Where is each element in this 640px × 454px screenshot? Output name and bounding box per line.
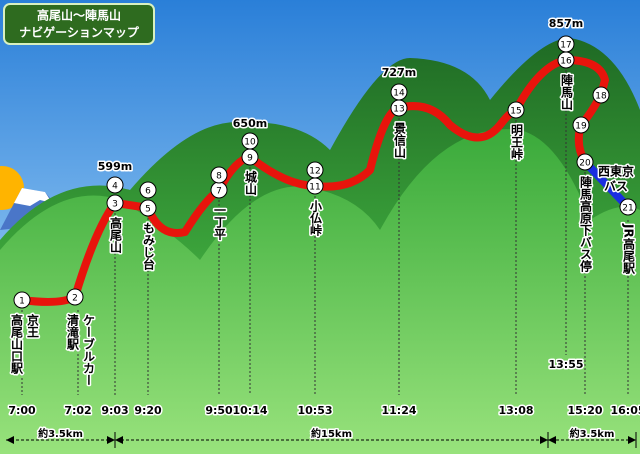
elevation: 727m bbox=[382, 66, 416, 79]
marker bbox=[592, 86, 610, 104]
front-hills bbox=[0, 129, 640, 454]
marker bbox=[572, 116, 590, 134]
stop-time: 9:50 bbox=[205, 404, 233, 417]
stop-name: 明王峠 bbox=[510, 124, 524, 161]
marker bbox=[210, 166, 228, 184]
stop-time: 9:20 bbox=[134, 404, 162, 417]
stop-name: 高尾山 bbox=[109, 216, 123, 254]
stop-name: 陣馬山 bbox=[560, 73, 574, 111]
bus-route bbox=[582, 159, 631, 210]
stop-time: 10:14 bbox=[232, 404, 267, 417]
stop-time: 16:05 bbox=[610, 404, 640, 417]
distance: 約3.5km bbox=[570, 427, 615, 440]
marker bbox=[13, 291, 31, 309]
title: 高尾山～陣馬山 bbox=[37, 8, 121, 23]
stop-time: 10:53 bbox=[297, 404, 332, 417]
distance: 約15km bbox=[311, 427, 352, 440]
marker bbox=[557, 35, 575, 53]
marker-number: 2 bbox=[72, 294, 78, 304]
marker-number: 15 bbox=[510, 107, 521, 117]
marker bbox=[66, 288, 84, 306]
stop-name: 陣馬高原下バス停 bbox=[579, 175, 593, 273]
marker bbox=[139, 199, 157, 217]
stop-name: 高尾山口駅 bbox=[10, 313, 24, 375]
stop-name: 景信山 bbox=[393, 122, 407, 159]
stop-name: 小仏峠 bbox=[309, 199, 323, 237]
elevation: 857m bbox=[549, 17, 583, 30]
stop-note: 京王 bbox=[26, 313, 40, 338]
marker-number: 12 bbox=[309, 167, 320, 177]
route bbox=[21, 56, 609, 306]
marker-number: 4 bbox=[112, 182, 118, 192]
marker bbox=[576, 153, 594, 171]
stop-name: もみじ台 bbox=[142, 222, 156, 271]
marker bbox=[106, 176, 124, 194]
marker bbox=[390, 83, 408, 101]
stop-time: 7:02 bbox=[64, 404, 91, 417]
stop-time: 7:00 bbox=[8, 404, 36, 417]
marker bbox=[619, 198, 637, 216]
elevation: 650m bbox=[233, 117, 267, 130]
marker-number: 10 bbox=[244, 138, 256, 148]
stop-name: 城山 bbox=[244, 170, 258, 196]
marker-number: 9 bbox=[247, 154, 253, 164]
marker-number: 6 bbox=[145, 187, 151, 197]
marker-number: 17 bbox=[560, 41, 571, 51]
marker bbox=[241, 132, 259, 150]
marker-number: 5 bbox=[145, 205, 151, 215]
stop-time: 11:24 bbox=[381, 404, 416, 417]
marker-number: 3 bbox=[112, 200, 118, 210]
marker-number: 18 bbox=[595, 92, 607, 102]
marker-number: 14 bbox=[393, 89, 405, 99]
marker-number: 7 bbox=[216, 187, 222, 197]
marker bbox=[306, 161, 324, 179]
elevation: 599m bbox=[98, 160, 132, 173]
stop-time: 9:03 bbox=[101, 404, 128, 417]
marker-number: 13 bbox=[393, 105, 404, 115]
stop-name: 一丁平 bbox=[213, 204, 227, 241]
title-box bbox=[3, 3, 155, 45]
stop-time: 13:08 bbox=[498, 404, 533, 417]
stop-name: 清滝駅 bbox=[66, 313, 80, 351]
marker-number: 20 bbox=[579, 159, 591, 169]
marker bbox=[139, 181, 157, 199]
marker-number: 21 bbox=[622, 204, 633, 214]
distance: 約3.5km bbox=[38, 427, 83, 440]
marker bbox=[507, 101, 525, 119]
marker bbox=[106, 194, 124, 212]
stop-time: 15:20 bbox=[567, 404, 602, 417]
marker-number: 16 bbox=[560, 57, 572, 67]
marker-number: 8 bbox=[216, 172, 222, 182]
stop-note: ケーブルカー bbox=[82, 314, 96, 386]
bus-label: 西東京 bbox=[598, 164, 634, 179]
subtitle: ナビゲーションマップ bbox=[19, 25, 140, 40]
fuji-snow bbox=[14, 188, 52, 206]
stop-time: 13:55 bbox=[548, 358, 583, 371]
bus-label: バス bbox=[604, 180, 628, 194]
marker-number: 11 bbox=[309, 183, 320, 193]
stop-name: JR高尾駅 bbox=[622, 223, 636, 274]
marker-number: 19 bbox=[575, 122, 587, 132]
marker-number: 1 bbox=[19, 297, 25, 307]
